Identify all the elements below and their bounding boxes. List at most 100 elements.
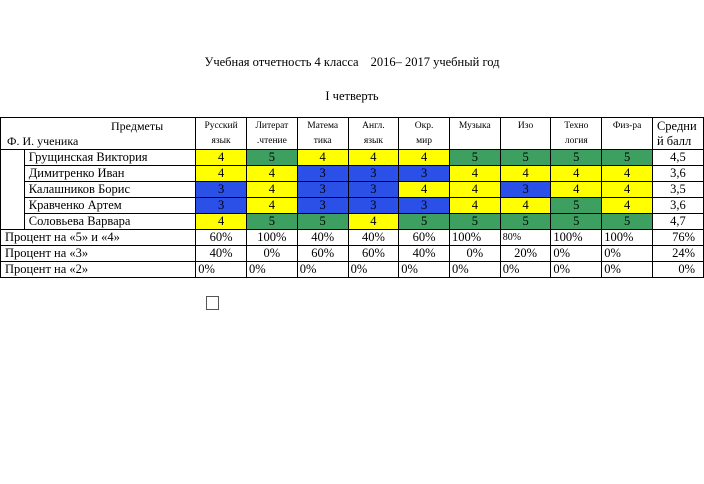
grade-cell: 4	[550, 165, 603, 182]
percent-cell: 100%	[448, 229, 501, 246]
grade-cell: 4	[448, 181, 501, 198]
percent-cell: 0%	[550, 245, 603, 262]
grade-cell: 3	[195, 181, 247, 198]
summary-label: Процент на «3»	[0, 245, 197, 262]
percent-cell: 24%	[651, 245, 704, 262]
grade-cell: 4	[398, 181, 450, 198]
report-title-class: Учебная отчетность 4 класса	[204, 55, 359, 69]
grade-cell: 5	[499, 213, 552, 230]
grade-cell: 4	[195, 165, 247, 182]
subject-header: Музыка	[448, 117, 501, 150]
percent-cell: 0%	[296, 261, 349, 278]
grade-cell: 3	[195, 197, 247, 214]
grade-cell: 3	[296, 197, 349, 214]
grade-cell: 4	[296, 149, 349, 166]
student-row: Кравченко Артем 3 4 3 3 3 4 4 5 4 3,6	[1, 197, 704, 214]
grade-cell: 4	[499, 165, 552, 182]
grade-cell: 4	[601, 181, 653, 198]
percent-cell: 40%	[195, 245, 247, 262]
percent-cell: 80%	[499, 229, 552, 246]
grade-cell: 5	[296, 213, 349, 230]
grade-cell: 4	[601, 197, 653, 214]
percent-cell: 40%	[296, 229, 349, 246]
checkbox[interactable]	[206, 296, 219, 310]
grade-cell: 3	[347, 165, 400, 182]
average-cell: 3,5	[651, 181, 704, 198]
student-row: Димитренко Иван 4 4 3 3 3 4 4 4 4 3,6	[1, 165, 704, 182]
percent-cell: 40%	[398, 245, 450, 262]
percent-cell: 0%	[550, 261, 603, 278]
summary-label: Процент на «5» и «4»	[0, 229, 197, 246]
percent-cell: 60%	[296, 245, 349, 262]
grade-cell: 3	[398, 165, 450, 182]
grade-cell: 3	[296, 181, 349, 198]
grade-cell: 4	[499, 197, 552, 214]
percent-cell: 0%	[651, 261, 704, 278]
grade-cell: 4	[601, 165, 653, 182]
subject-header: Техно логия	[550, 117, 603, 150]
percent-cell: 60%	[195, 229, 247, 246]
grade-cell: 5	[448, 149, 501, 166]
subject-header: Физ-ра	[601, 117, 653, 150]
grade-cell: 4	[245, 181, 298, 198]
grade-cell: 4	[550, 181, 603, 198]
summary-row: Процент на «3» 40% 0% 60% 60% 40% 0% 20% 0% 0% 24%	[0, 245, 704, 262]
average-cell: 3,6	[651, 165, 704, 182]
average-cell: 3,6	[651, 197, 704, 214]
grade-cell: 5	[550, 213, 603, 230]
percent-cell: 100%	[245, 229, 298, 246]
grade-cell: 4	[195, 149, 247, 166]
subject-header: Окр. мир	[398, 117, 450, 150]
grade-cell: 4	[245, 197, 298, 214]
grade-cell: 5	[448, 213, 501, 230]
percent-cell: 0%	[448, 261, 501, 278]
corner-header: Предметы Ф. И. ученика	[0, 117, 197, 150]
grade-cell: 3	[347, 197, 400, 214]
grade-cell: 5	[245, 213, 298, 230]
average-header: Средни й балл	[651, 117, 704, 150]
percent-cell: 0%	[448, 245, 501, 262]
grade-cell: 4	[245, 165, 298, 182]
grade-cell: 5	[550, 197, 603, 214]
percent-cell: 60%	[398, 229, 450, 246]
grade-cell: 3	[347, 181, 400, 198]
grade-cell: 3	[296, 165, 349, 182]
summary-rows: Процент на «5» и «4» 60% 100% 40% 40% 60% 100%…	[0, 229, 704, 278]
grade-cell: 3	[499, 181, 552, 198]
subject-header: Русский язык	[195, 117, 247, 150]
grade-cell: 4	[448, 197, 501, 214]
percent-cell: 0%	[398, 261, 450, 278]
summary-label: Процент на «2»	[0, 261, 197, 278]
header-row: Предметы Ф. И. ученика Русский язык Литер…	[0, 117, 704, 150]
percent-cell: 0%	[499, 261, 552, 278]
student-name-label: Ф. И. ученика	[7, 134, 79, 148]
report-title-year: 2016– 2017 учебный год	[370, 55, 500, 69]
grade-cell: 4	[448, 165, 501, 182]
grade-cell: 5	[499, 149, 552, 166]
grade-cell: 4	[347, 149, 400, 166]
percent-cell: 0%	[601, 245, 653, 262]
summary-row: Процент на «2» 0% 0% 0% 0% 0% 0% 0% 0% 0% 0%	[0, 261, 704, 278]
percent-cell: 0%	[601, 261, 653, 278]
grade-cell: 5	[398, 213, 450, 230]
subjects-label: Предметы	[111, 119, 164, 133]
student-name: Соловьева Варвара	[23, 213, 197, 230]
grade-cell: 4	[347, 213, 400, 230]
subject-header: Англ. язык	[347, 117, 400, 150]
grade-cell: 5	[245, 149, 298, 166]
subject-header: Матема тика	[296, 117, 349, 150]
percent-cell: 40%	[347, 229, 400, 246]
subject-header: Литерат .чтение	[245, 117, 298, 150]
average-cell: 4,7	[651, 213, 704, 230]
grade-cell: 4	[195, 213, 247, 230]
grades-table: Предметы Ф. И. ученика Русский язык Литер…	[0, 117, 704, 278]
student-row: Соловьева Варвара 4 5 5 4 5 5 5 5 5 4,7	[1, 213, 704, 230]
grade-cell: 5	[601, 213, 653, 230]
student-name: Грущинская Виктория	[23, 149, 197, 166]
student-row: Грущинская Виктория 4 5 4 4 4 5 5 5 5 4,5	[0, 149, 704, 230]
student-name: Димитренко Иван	[23, 165, 197, 182]
percent-cell: 100%	[601, 229, 653, 246]
percent-cell: 60%	[347, 245, 400, 262]
percent-cell: 0%	[245, 245, 298, 262]
percent-cell: 100%	[550, 229, 603, 246]
